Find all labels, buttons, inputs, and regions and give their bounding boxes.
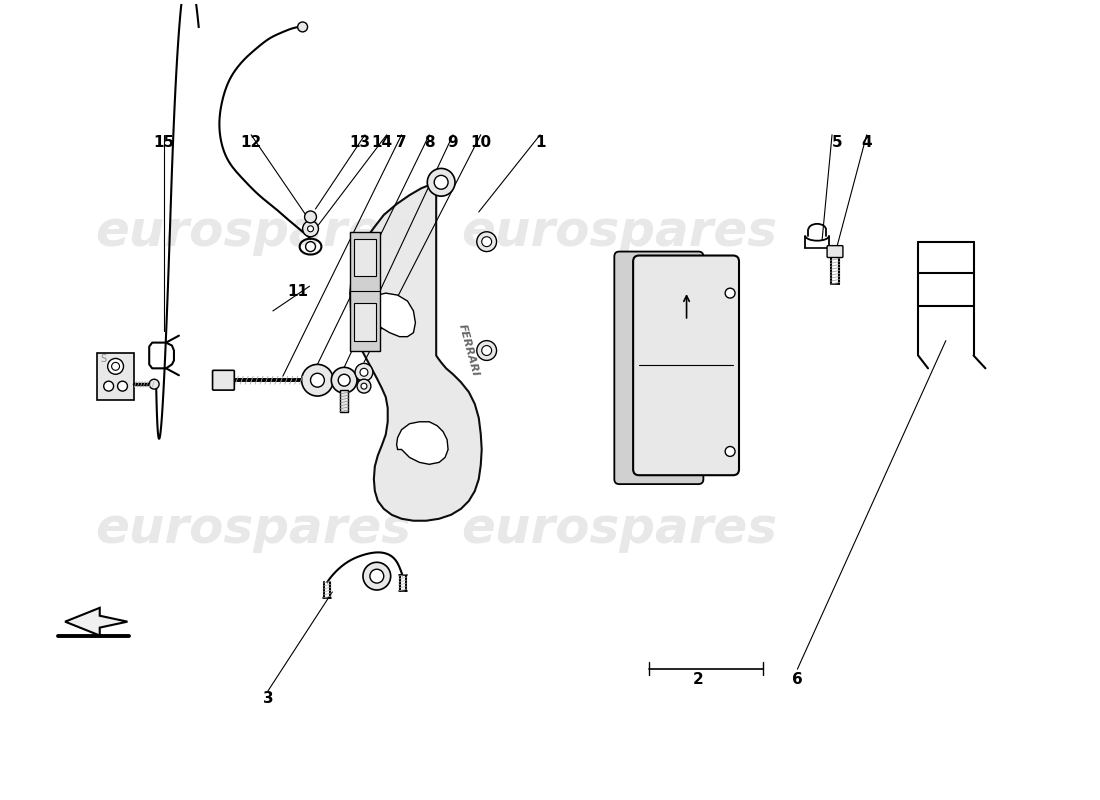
Circle shape [103, 381, 113, 391]
Circle shape [482, 346, 492, 355]
Circle shape [306, 242, 316, 251]
Circle shape [108, 358, 123, 374]
FancyBboxPatch shape [634, 255, 739, 475]
Text: 10: 10 [470, 135, 492, 150]
Text: 12: 12 [241, 135, 262, 150]
Text: 8: 8 [424, 135, 434, 150]
Circle shape [298, 22, 308, 32]
Circle shape [305, 211, 317, 223]
Bar [340, 390, 348, 412]
Bar [354, 238, 376, 276]
Text: 5: 5 [832, 135, 843, 150]
Text: S: S [101, 354, 107, 364]
Polygon shape [397, 422, 448, 464]
Text: 15: 15 [154, 135, 175, 150]
Circle shape [482, 237, 492, 246]
Circle shape [355, 363, 373, 381]
Bar [97, 353, 134, 400]
Circle shape [118, 381, 128, 391]
Text: 4: 4 [861, 135, 872, 150]
Text: 2: 2 [693, 671, 704, 686]
Text: 9: 9 [448, 135, 459, 150]
Text: eurospares: eurospares [95, 208, 411, 256]
Text: 13: 13 [350, 135, 371, 150]
Circle shape [358, 379, 371, 393]
Bar [354, 303, 376, 341]
FancyBboxPatch shape [212, 370, 234, 390]
Text: 6: 6 [792, 671, 803, 686]
Circle shape [150, 379, 160, 389]
Circle shape [111, 362, 120, 370]
Polygon shape [65, 608, 128, 635]
Text: eurospares: eurospares [95, 505, 411, 553]
Text: 1: 1 [535, 135, 546, 150]
Circle shape [308, 226, 314, 232]
Circle shape [370, 570, 384, 583]
Text: 14: 14 [371, 135, 393, 150]
Text: FERRARI: FERRARI [458, 323, 481, 378]
Text: eurospares: eurospares [461, 208, 778, 256]
Circle shape [725, 446, 735, 457]
Bar [350, 232, 380, 350]
Circle shape [331, 367, 358, 393]
Polygon shape [350, 182, 482, 521]
Circle shape [434, 175, 448, 190]
Polygon shape [362, 293, 416, 337]
Circle shape [338, 374, 350, 386]
Circle shape [302, 221, 318, 237]
Circle shape [427, 169, 455, 196]
Circle shape [301, 364, 333, 396]
Text: eurospares: eurospares [461, 505, 778, 553]
Text: 11: 11 [287, 284, 308, 298]
Text: 7: 7 [396, 135, 407, 150]
FancyBboxPatch shape [614, 251, 703, 484]
Circle shape [363, 562, 390, 590]
Text: 3: 3 [263, 691, 273, 706]
Circle shape [725, 288, 735, 298]
Circle shape [310, 374, 324, 387]
Circle shape [476, 232, 496, 251]
Circle shape [361, 383, 367, 389]
Circle shape [360, 368, 367, 376]
Circle shape [476, 341, 496, 361]
FancyBboxPatch shape [827, 246, 843, 258]
